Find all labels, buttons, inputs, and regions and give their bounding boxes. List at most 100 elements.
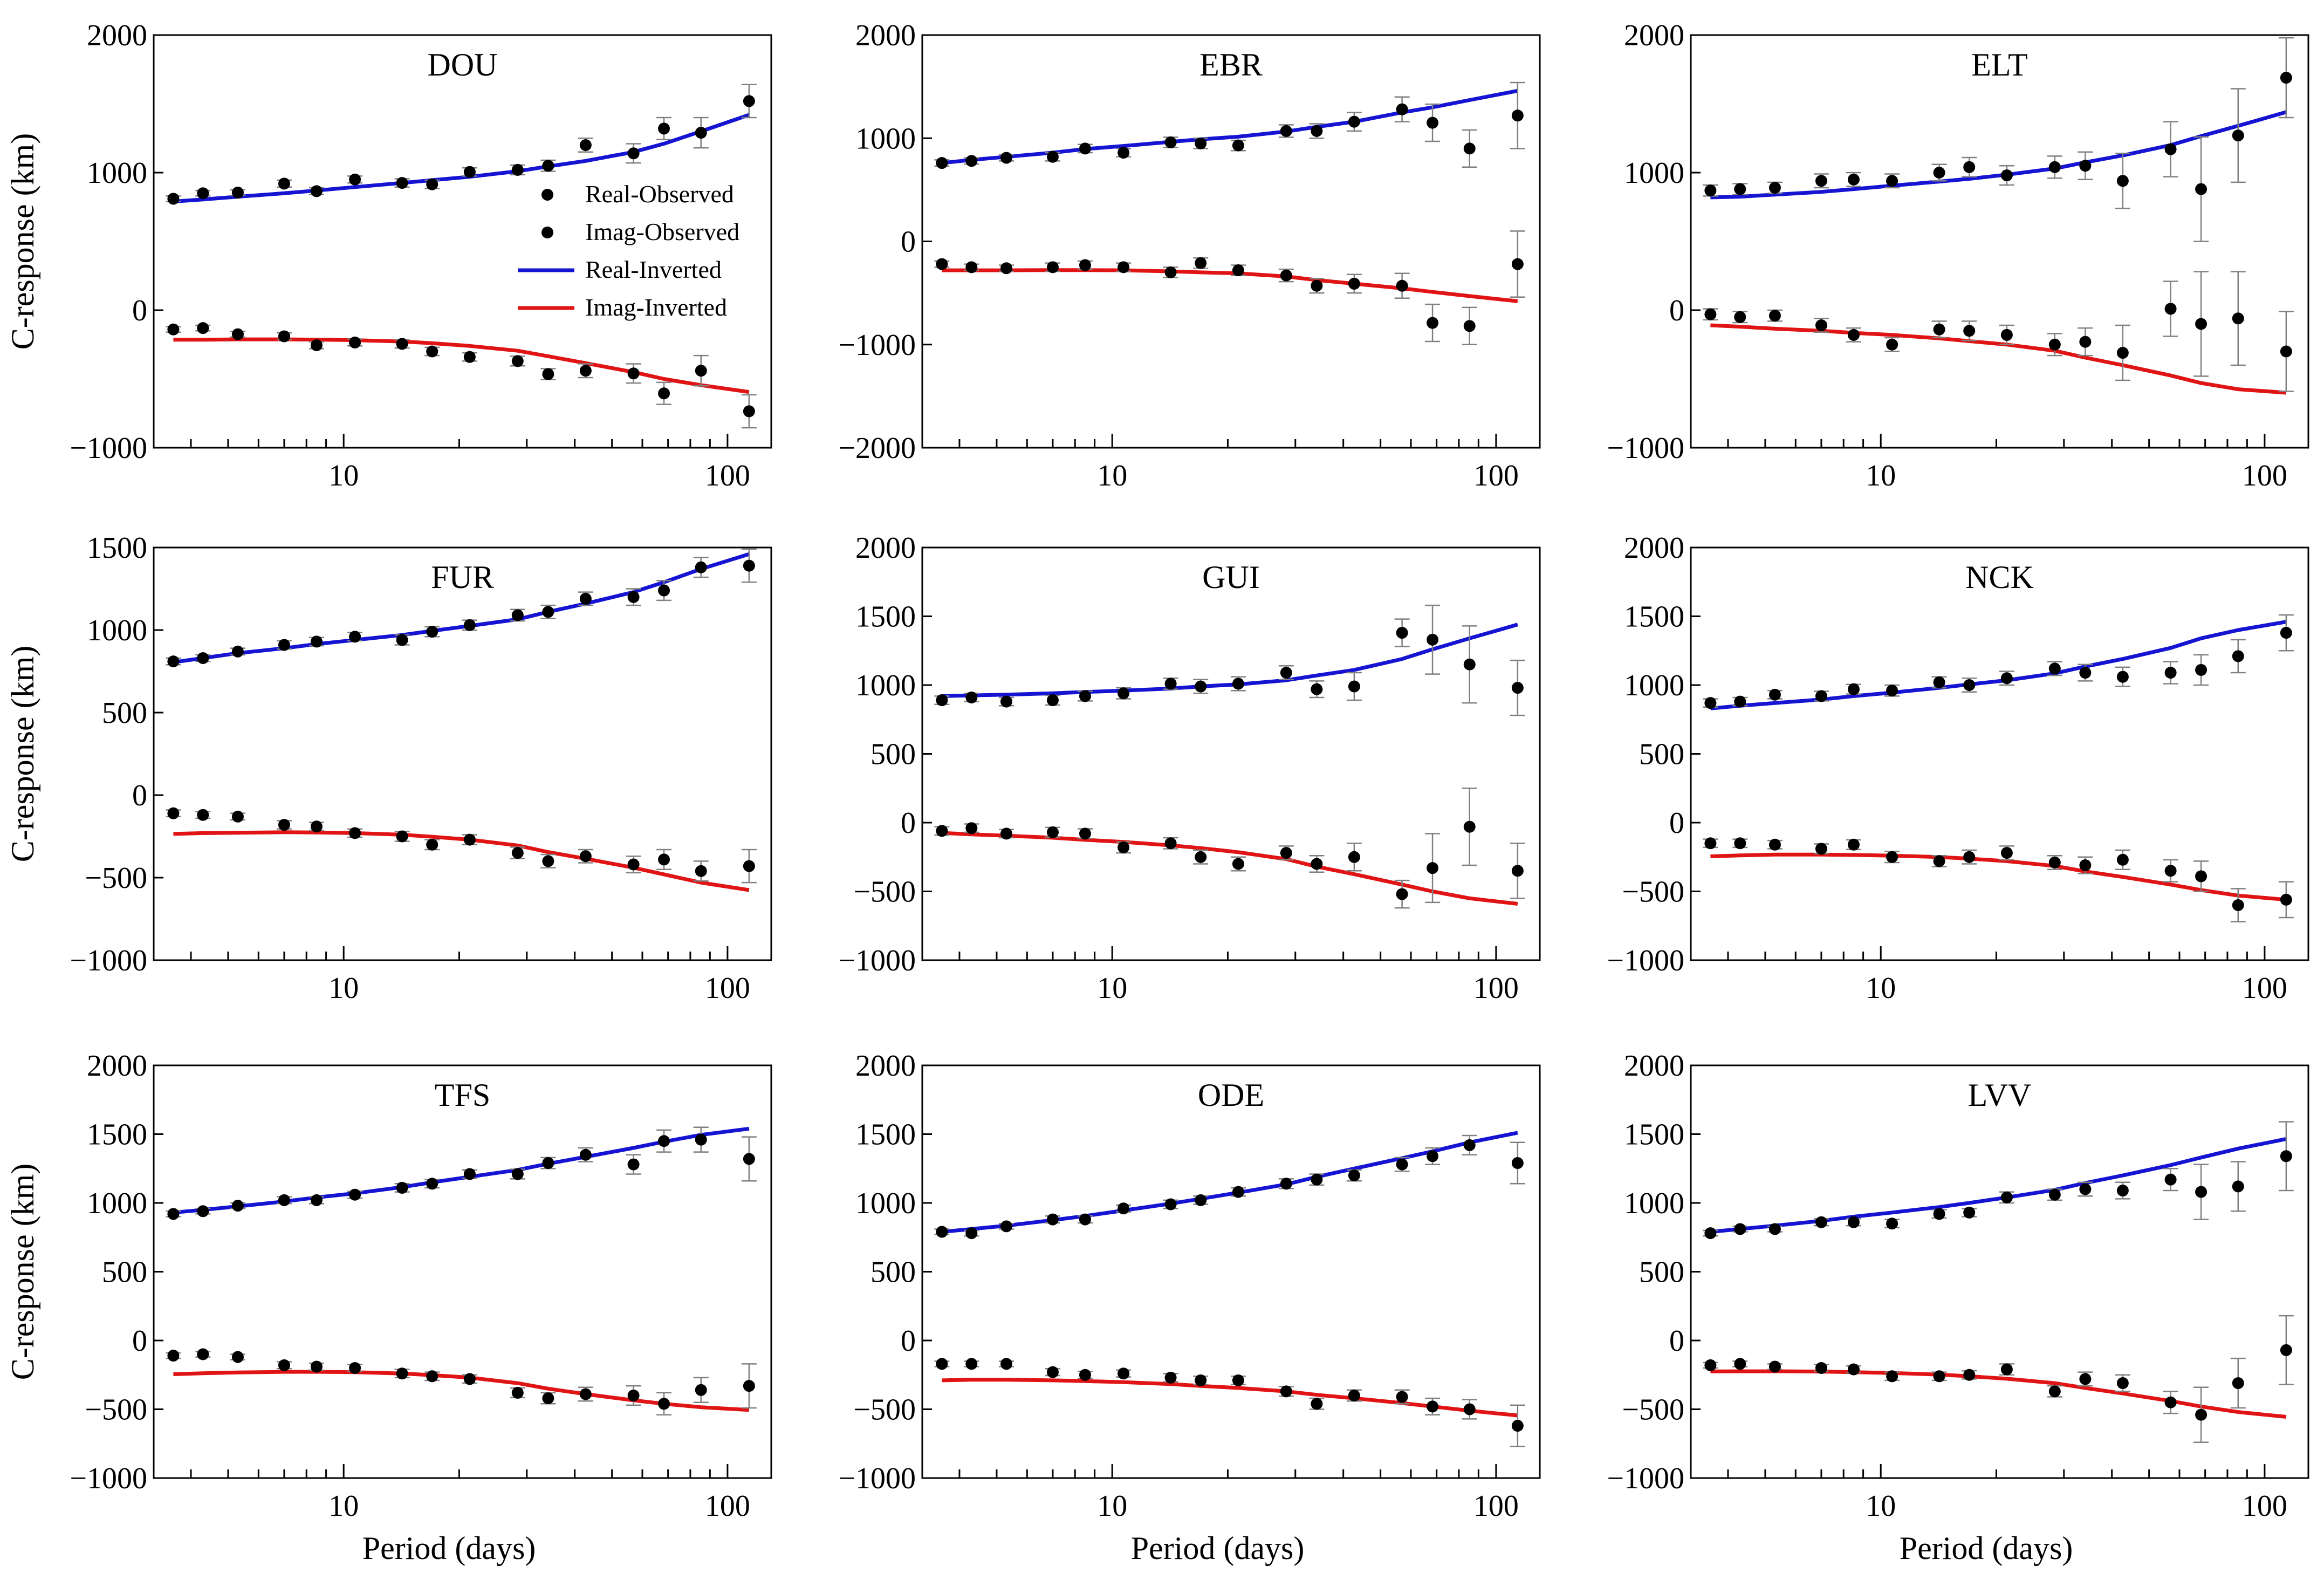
- real-observed-point: [658, 122, 670, 135]
- real-observed-point: [1463, 142, 1476, 155]
- legend-marker-imag-observed: [541, 227, 553, 238]
- panel-title: DOU: [428, 47, 498, 83]
- y-tick-label: 2000: [1624, 531, 1684, 565]
- real-observed-point: [1427, 117, 1439, 129]
- y-tick-label: 1000: [1624, 156, 1684, 190]
- real-observed-point: [1933, 167, 1945, 179]
- y-tick-label: 1000: [855, 122, 916, 155]
- y-tick-label: 1000: [855, 1187, 916, 1220]
- y-tick-label: 0: [901, 1324, 916, 1358]
- imag-observed-point: [2079, 336, 2092, 348]
- imag-observed-point: [1118, 841, 1130, 853]
- y-tick-label: −1000: [838, 329, 916, 362]
- real-observed-point: [1734, 1223, 1746, 1235]
- imag-observed-point: [1079, 1369, 1091, 1381]
- imag-observed-point: [1704, 1359, 1717, 1371]
- imag-observed-point: [396, 338, 408, 350]
- panel-title: EBR: [1199, 47, 1263, 83]
- plot-frame: [1690, 34, 2309, 449]
- real-observed-point: [1704, 697, 1717, 709]
- imag-observed-point: [197, 809, 209, 821]
- imag-observed-point: [1164, 837, 1177, 850]
- y-tick-label: −2000: [838, 432, 916, 465]
- y-tick-label: 1000: [855, 669, 916, 702]
- imag-observed-point: [197, 322, 209, 334]
- real-observed-point: [2000, 169, 2013, 182]
- real-observed-point: [1511, 110, 1524, 122]
- real-observed-point: [658, 584, 670, 597]
- plot-frame: [921, 1064, 1541, 1479]
- imag-observed-point: [1348, 277, 1360, 290]
- real-observed-point: [1079, 142, 1091, 155]
- real-observed-point: [1195, 137, 1207, 149]
- legend-label-imag-observed: Imag-Observed: [585, 218, 739, 245]
- imag-observed-point: [965, 261, 978, 273]
- real-observed-point: [1000, 152, 1012, 164]
- imag-observed-point: [542, 1392, 554, 1405]
- real-observed-point: [310, 185, 323, 197]
- imag-observed-point: [197, 1348, 209, 1360]
- real-observed-point: [2000, 1191, 2013, 1203]
- real-observed-point: [2164, 143, 2177, 155]
- legend-marker-real-observed: [541, 189, 553, 201]
- imag-observed-point: [310, 339, 323, 352]
- real-observed-point: [1511, 682, 1524, 694]
- real-observed-point: [627, 147, 640, 160]
- imag-observed-point: [1463, 320, 1476, 332]
- x-tick-label: 100: [705, 1489, 750, 1523]
- x-axis-label: Period (days): [1131, 1530, 1305, 1566]
- real-observed-point: [1195, 680, 1207, 693]
- real-observed-point: [627, 1158, 640, 1171]
- real-inverted-line: [173, 1126, 750, 1215]
- y-tick-label: 0: [901, 806, 916, 840]
- imag-observed-point: [1704, 308, 1717, 320]
- real-observed-point: [1311, 1173, 1323, 1186]
- imag-observed-point: [2079, 859, 2092, 872]
- imag-observed-point: [2000, 847, 2013, 859]
- imag-observed-point: [1847, 1363, 1860, 1376]
- y-tick-label: 1500: [1624, 1118, 1684, 1152]
- imag-observed-point: [396, 1367, 408, 1380]
- real-observed-point: [1232, 139, 1244, 152]
- real-observed-point: [1280, 125, 1292, 137]
- imag-observed-point: [310, 820, 323, 833]
- imag-observed-point: [1000, 262, 1012, 275]
- imag-observed-point: [1963, 325, 1976, 337]
- imag-observed-point: [2164, 303, 2177, 315]
- imag-observed-point: [2280, 1344, 2292, 1356]
- real-observed-point: [2079, 160, 2092, 172]
- real-observed-point: [2079, 1183, 2092, 1195]
- y-tick-label: −1000: [70, 432, 147, 465]
- real-observed-point: [579, 139, 592, 151]
- real-observed-point: [197, 1205, 209, 1218]
- imag-observed-point: [627, 1390, 640, 1401]
- real-observed-point: [579, 592, 592, 605]
- real-observed-point: [167, 193, 180, 205]
- real-observed-point: [1963, 679, 1976, 691]
- imag-inverted-line: [1710, 323, 2287, 395]
- imag-observed-point: [2232, 312, 2244, 325]
- imag-observed-point: [1511, 258, 1524, 270]
- y-tick-label: 1500: [87, 1118, 147, 1152]
- imag-observed-point: [1396, 1391, 1408, 1403]
- real-observed-point: [396, 634, 408, 646]
- imag-observed-point: [1079, 259, 1091, 271]
- real-observed-point: [1963, 1206, 1976, 1219]
- real-inverted-line: [173, 113, 750, 204]
- real-observed-point: [579, 1148, 592, 1161]
- x-tick-label: 100: [2242, 1489, 2287, 1523]
- imag-observed-point: [1734, 1358, 1746, 1370]
- real-observed-point: [542, 160, 554, 172]
- panel-title: ELT: [1971, 47, 2027, 83]
- imag-observed-point: [2000, 1363, 2013, 1376]
- real-observed-point: [1704, 1227, 1717, 1240]
- imag-observed-point: [1734, 837, 1746, 850]
- panel-gui: GUI −1000 −500 0 500 1000 1500 2000 10 100: [838, 531, 1541, 1005]
- imag-observed-point: [426, 345, 438, 358]
- imag-observed-point: [2232, 899, 2244, 911]
- y-axis-label: C-response (km): [5, 646, 40, 863]
- panel-fur: FUR −1000 −500 0 500 1000 1500 10 100 C-response …: [5, 531, 772, 1005]
- x-tick-label: 10: [328, 1489, 359, 1523]
- imag-observed-point: [2195, 318, 2208, 330]
- imag-observed-point: [1396, 279, 1408, 292]
